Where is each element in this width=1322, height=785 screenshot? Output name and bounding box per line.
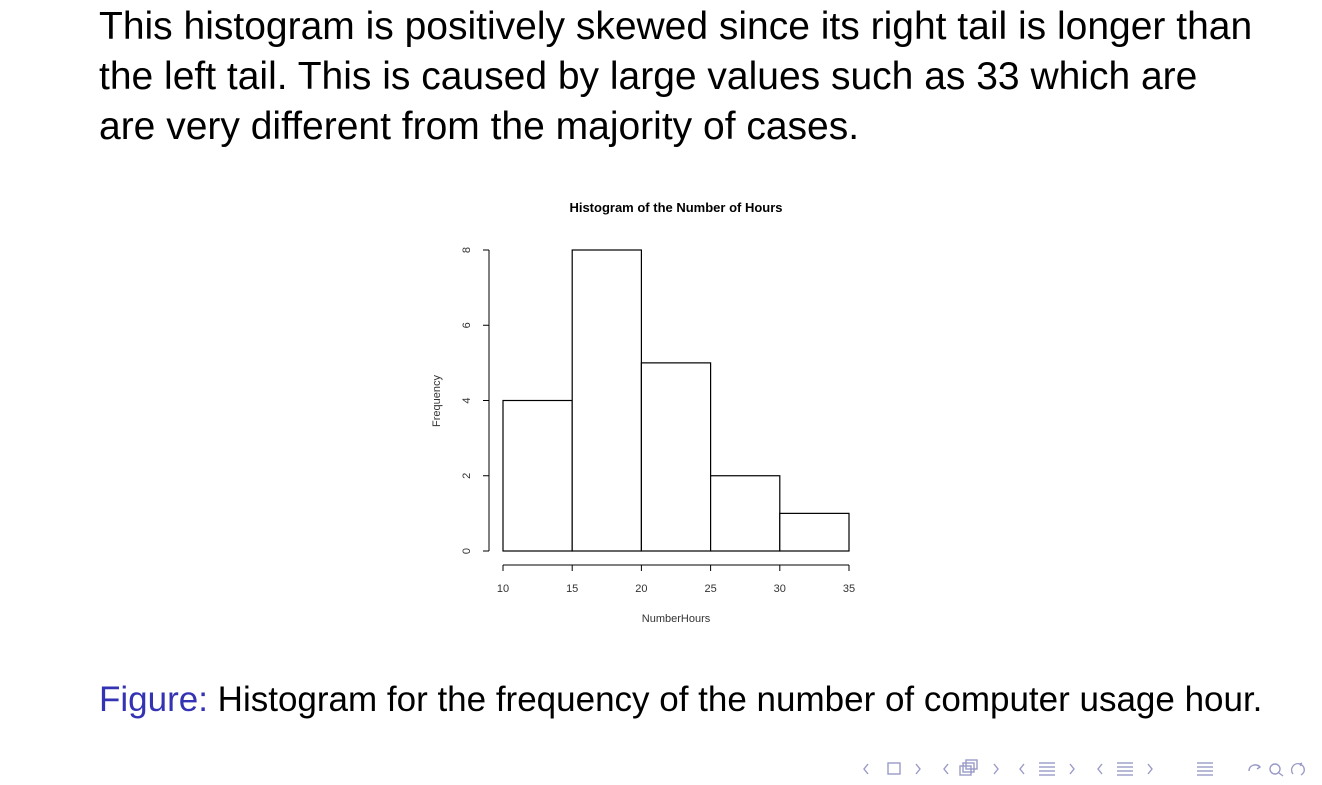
nav-arrow-right-icon[interactable] [993, 763, 999, 775]
x-axis-label: NumberHours [642, 613, 711, 625]
figure-caption-text: Histogram for the frequency of the numbe… [217, 680, 1263, 719]
intro-paragraph: This histogram is positively skewed sinc… [99, 5, 1253, 148]
x-tick-label: 10 [497, 583, 509, 595]
histogram-chart: Histogram of the Number of Hours 10 15 20 25… [431, 200, 855, 625]
nav-arrow-right-icon[interactable] [1147, 763, 1153, 775]
nav-arrow-left-icon[interactable] [863, 763, 869, 775]
frame-icon[interactable] [887, 762, 901, 775]
search-icon[interactable] [1269, 763, 1284, 777]
nav-arrow-right-icon[interactable] [1069, 763, 1075, 775]
y-tick-label: 4 [461, 397, 473, 403]
chart-title: Histogram of the Number of Hours [569, 200, 782, 215]
section-icon[interactable] [1117, 762, 1133, 776]
nav-arrow-left-icon[interactable] [1097, 763, 1103, 775]
y-axis-label: Frequency [431, 375, 443, 427]
figure-caption: Figure: Histogram for the frequency of t… [99, 677, 1279, 723]
y-tick-label: 2 [461, 473, 473, 479]
search-icon[interactable] [1248, 764, 1262, 772]
nav-svg [863, 759, 1305, 777]
x-tick-label: 35 [843, 583, 855, 595]
nav-arrow-right-icon[interactable] [915, 763, 921, 775]
nav-arrow-left-icon[interactable] [943, 763, 949, 775]
subsection-icon[interactable] [959, 759, 978, 776]
x-tick-label: 30 [774, 583, 786, 595]
y-tick-label: 8 [461, 247, 473, 253]
x-tick-label: 15 [566, 583, 578, 595]
y-tick-label: 0 [461, 548, 473, 554]
nav-arrow-left-icon[interactable] [1019, 763, 1025, 775]
x-tick-label: 20 [635, 583, 647, 595]
histogram-bar [779, 512, 850, 552]
histogram-bar [709, 475, 781, 552]
undo-icon[interactable] [1290, 762, 1305, 776]
x-tick-label: 25 [704, 583, 716, 595]
section-icon[interactable] [1039, 762, 1055, 776]
histogram-bar [640, 362, 712, 552]
figure-label: Figure: [99, 680, 208, 719]
y-tick-label: 6 [461, 322, 473, 328]
histogram-bar [502, 399, 573, 552]
histogram-bar [571, 249, 643, 552]
beamer-navigation [862, 757, 1322, 781]
align-icon[interactable] [1197, 762, 1213, 776]
